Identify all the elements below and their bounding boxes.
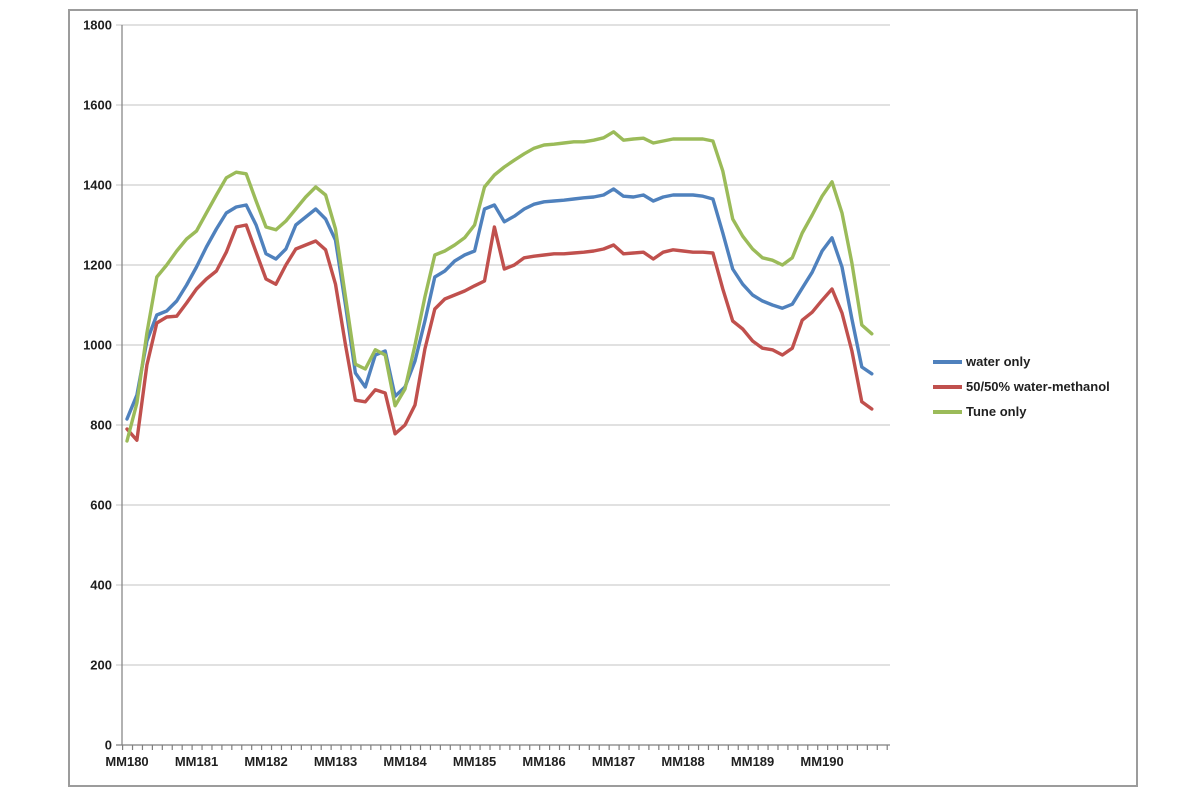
- legend-item-tune-only: Tune only: [933, 404, 1110, 419]
- series-line-tune-only: [125, 130, 874, 443]
- y-tick-label: 800: [90, 418, 112, 433]
- y-tick-label: 1600: [83, 98, 112, 113]
- x-tick-label: MM181: [175, 754, 218, 769]
- y-tick-label: 1800: [83, 18, 112, 33]
- legend-label: water only: [966, 354, 1031, 369]
- legend-label: 50/50% water-methanol: [966, 379, 1110, 394]
- y-tick-label: 1400: [83, 178, 112, 193]
- x-tick-label: MM186: [522, 754, 565, 769]
- legend-item-water-methanol: 50/50% water-methanol: [933, 379, 1110, 394]
- legend-label: Tune only: [966, 404, 1027, 419]
- series-line-50-50-water-methanol: [125, 223, 874, 442]
- legend-line-sample-blue: [933, 359, 962, 364]
- x-tick-label: MM188: [661, 754, 704, 769]
- y-tick-label: 0: [105, 738, 112, 753]
- y-tick-label: 200: [90, 658, 112, 673]
- x-tick-label: MM184: [383, 754, 427, 769]
- y-tick-label: 1200: [83, 258, 112, 273]
- legend-line-sample-green: [933, 409, 962, 414]
- x-tick-label: MM189: [731, 754, 774, 769]
- x-tick-label: MM187: [592, 754, 635, 769]
- legend-line-sample-red: [933, 384, 962, 389]
- x-tick-label: MM180: [105, 754, 148, 769]
- legend: water only 50/50% water-methanol Tune on…: [933, 354, 1110, 419]
- x-tick-label: MM190: [800, 754, 843, 769]
- x-tick-label: MM182: [244, 754, 287, 769]
- legend-item-water-only: water only: [933, 354, 1110, 369]
- x-tick-label: MM183: [314, 754, 357, 769]
- y-tick-label: 1000: [83, 338, 112, 353]
- x-tick-label: MM185: [453, 754, 496, 769]
- y-tick-label: 600: [90, 498, 112, 513]
- y-tick-label: 400: [90, 578, 112, 593]
- series-line-water-only: [125, 187, 874, 421]
